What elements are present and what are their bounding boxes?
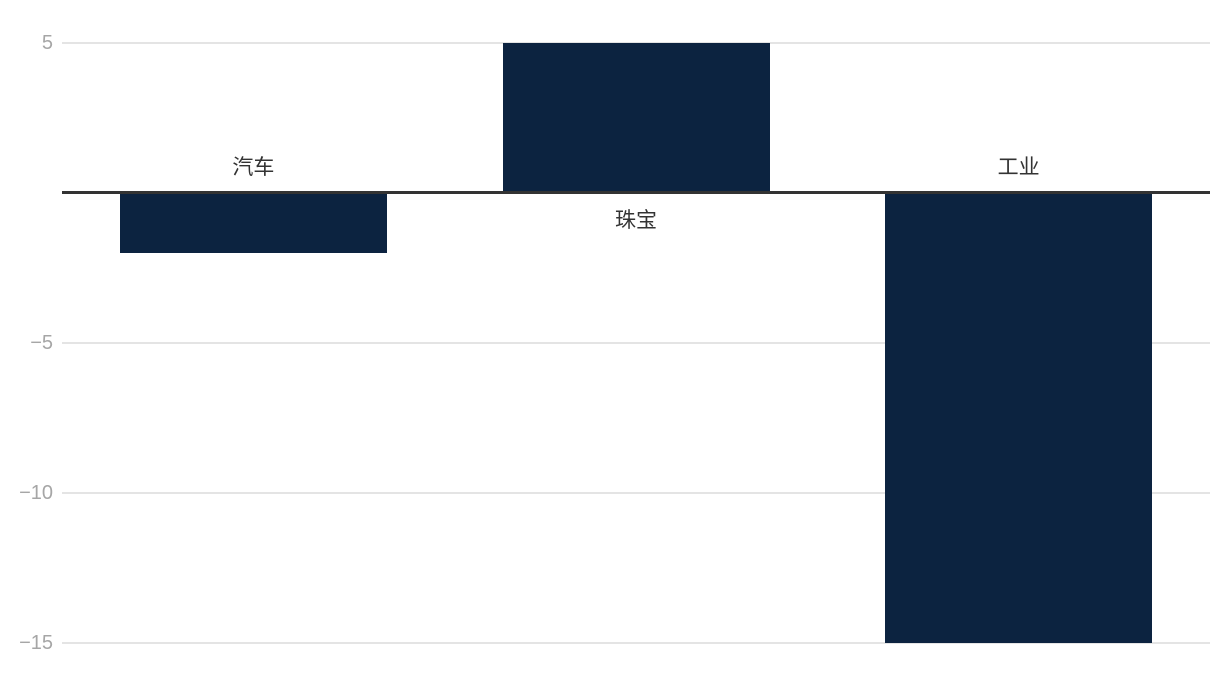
bar-2	[885, 193, 1153, 643]
category-label: 珠宝	[615, 209, 657, 232]
y-tick-label: −10	[19, 482, 53, 504]
y-tick-label: 5	[41, 32, 53, 54]
gridline	[62, 342, 1210, 344]
y-tick-label: −5	[30, 332, 53, 354]
bar-0	[119, 193, 387, 253]
bar-1	[502, 43, 770, 193]
zero-axis-line	[62, 191, 1210, 194]
gridline	[62, 492, 1210, 494]
category-label: 汽车	[232, 156, 275, 179]
y-tick-label: −15	[19, 632, 53, 654]
category-label: 工业	[997, 156, 1040, 179]
gridline	[62, 642, 1210, 644]
